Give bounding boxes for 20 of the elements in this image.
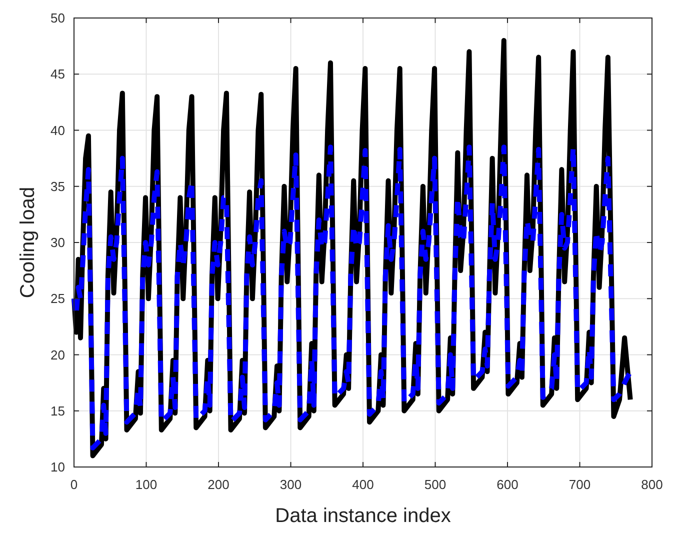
y-axis-title: Cooling load (17, 186, 39, 298)
x-tick-label: 200 (208, 477, 230, 492)
x-axis-title: Data instance index (275, 505, 451, 527)
x-tick-label: 600 (496, 477, 518, 492)
y-tick-label: 45 (50, 66, 65, 82)
y-tick-label: 10 (50, 460, 65, 474)
y-tick-label: 35 (50, 178, 65, 194)
x-tick-label: 700 (568, 477, 591, 492)
x-tick-label: 0 (70, 477, 78, 492)
x-tick-label: 800 (641, 477, 663, 492)
x-tick-label: 300 (280, 477, 302, 492)
x-tick-label: 500 (424, 477, 446, 492)
y-tick-label: 50 (50, 10, 65, 26)
y-tick-label: 15 (50, 403, 65, 418)
y-tick-label: 25 (50, 291, 65, 306)
x-tick-label: 400 (352, 477, 374, 492)
y-tick-label: 30 (50, 235, 65, 250)
y-tick-label: 40 (50, 122, 65, 138)
x-tick-label: 100 (135, 477, 158, 492)
y-tick-label: 20 (50, 347, 65, 362)
